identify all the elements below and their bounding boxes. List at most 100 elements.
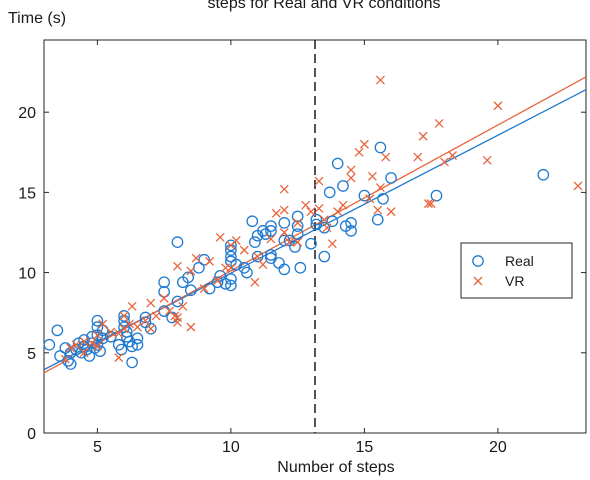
point-vr xyxy=(279,228,289,237)
point-vr xyxy=(66,343,76,353)
point-real xyxy=(214,269,227,282)
point-real xyxy=(64,358,77,370)
point-real xyxy=(139,311,152,324)
legend-label-vr: VR xyxy=(505,273,524,289)
point-vr xyxy=(293,237,303,247)
point-real xyxy=(94,345,106,358)
point-vr xyxy=(186,322,196,332)
legend-box xyxy=(460,242,573,299)
point-real xyxy=(249,236,261,248)
point-vr xyxy=(151,311,161,321)
point-real xyxy=(171,236,184,248)
point-vr xyxy=(253,252,263,262)
point-real xyxy=(126,340,138,353)
point-real xyxy=(326,215,339,228)
point-vr xyxy=(314,203,324,213)
point-real xyxy=(182,271,195,284)
y-tick-label: 15 xyxy=(18,185,36,202)
point-vr xyxy=(258,260,268,270)
point-vr xyxy=(413,152,423,162)
point-vr xyxy=(338,200,348,210)
point-vr xyxy=(333,207,343,217)
point-real xyxy=(278,263,291,276)
point-real xyxy=(430,189,443,202)
point-real xyxy=(158,285,170,298)
point-real xyxy=(198,253,211,266)
x-tick-label: 5 xyxy=(93,439,102,456)
point-real xyxy=(225,279,237,292)
point-real xyxy=(265,249,277,261)
y-tick-label: 0 xyxy=(27,426,36,443)
point-real xyxy=(537,168,550,181)
point-vr xyxy=(448,151,457,160)
point-real xyxy=(144,322,157,335)
point-real xyxy=(310,218,323,231)
point-real xyxy=(291,210,304,223)
point-real xyxy=(131,332,144,345)
point-real xyxy=(377,192,389,205)
point-vr xyxy=(199,284,209,294)
point-vr xyxy=(346,165,356,175)
point-real xyxy=(291,228,304,240)
point-real xyxy=(96,332,109,345)
point-vr xyxy=(79,348,89,358)
point-real xyxy=(246,215,259,228)
point-vr xyxy=(434,118,444,128)
point-vr xyxy=(285,237,295,247)
point-vr xyxy=(98,319,108,329)
point-vr xyxy=(375,75,385,85)
point-vr xyxy=(279,205,289,215)
point-vr xyxy=(231,236,241,245)
legend-marker-vr xyxy=(473,276,483,286)
point-vr xyxy=(375,183,385,193)
point-vr xyxy=(440,157,449,167)
axis-ticks: 5 10 15 20 0 5 10 15 20 xyxy=(18,40,586,456)
point-real xyxy=(91,314,104,327)
point-real xyxy=(118,310,130,322)
point-vr xyxy=(92,330,102,340)
point-real xyxy=(294,261,307,274)
x-tick-label: 15 xyxy=(355,439,373,456)
point-real xyxy=(211,276,224,289)
x-tick-label: 20 xyxy=(489,439,507,456)
point-vr xyxy=(327,239,337,249)
point-real xyxy=(225,273,237,285)
legend-label-real: Real xyxy=(505,253,534,269)
point-vr xyxy=(215,232,225,242)
point-vr xyxy=(92,341,102,351)
point-vr xyxy=(173,313,182,322)
point-real xyxy=(43,338,56,351)
point-vr xyxy=(386,207,396,217)
point-vr xyxy=(373,205,383,215)
point-vr xyxy=(226,263,236,273)
point-vr xyxy=(293,218,303,228)
point-vr xyxy=(314,176,324,186)
point-vr xyxy=(79,337,89,347)
point-vr xyxy=(173,261,182,271)
point-vr xyxy=(354,147,364,157)
point-vr xyxy=(381,152,391,162)
point-vr xyxy=(205,256,214,266)
x-tick-label: 10 xyxy=(222,439,240,456)
legend-marker-real xyxy=(472,255,484,267)
point-vr xyxy=(213,276,223,286)
point-vr xyxy=(418,131,428,141)
y-axis-label: Time (s) xyxy=(8,10,66,27)
point-real xyxy=(289,241,301,253)
point-vr xyxy=(140,316,150,326)
point-vr xyxy=(114,353,124,363)
point-real xyxy=(225,239,237,252)
point-real xyxy=(225,250,237,263)
point-vr xyxy=(124,319,134,329)
point-vr xyxy=(279,184,289,194)
y-tick-label: 5 xyxy=(27,346,36,363)
point-real xyxy=(318,250,331,263)
point-real xyxy=(83,350,96,362)
point-vr xyxy=(367,171,377,181)
point-real xyxy=(126,356,138,369)
point-real xyxy=(62,354,74,367)
point-real xyxy=(241,266,253,279)
point-real xyxy=(331,157,344,170)
point-vr xyxy=(482,155,492,165)
point-real xyxy=(318,221,331,234)
